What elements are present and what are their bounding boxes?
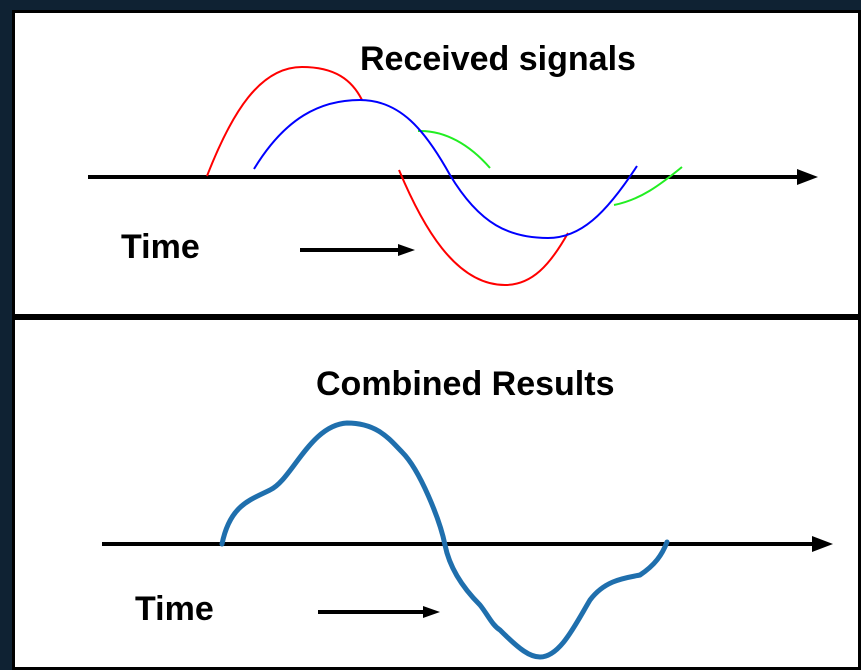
green-received-signal-tail	[613, 166, 683, 206]
green-received-signal	[417, 129, 491, 169]
top-time-label: Time	[121, 228, 200, 266]
blue-received-signal	[253, 98, 638, 240]
top-axis-arrowhead	[797, 169, 818, 185]
received-signals-panel	[12, 10, 861, 317]
bottom-axis-arrowhead	[812, 536, 833, 552]
red-received-signal-lower	[398, 169, 569, 287]
combined-results-title: Combined Results	[316, 365, 614, 403]
red-received-signal	[206, 65, 363, 177]
top-time-arrowhead	[398, 244, 415, 256]
bottom-time-arrowhead	[423, 606, 440, 618]
received-signals-title: Received signals	[360, 40, 636, 78]
bottom-time-label: Time	[135, 590, 214, 628]
combined-waveform	[219, 420, 670, 660]
